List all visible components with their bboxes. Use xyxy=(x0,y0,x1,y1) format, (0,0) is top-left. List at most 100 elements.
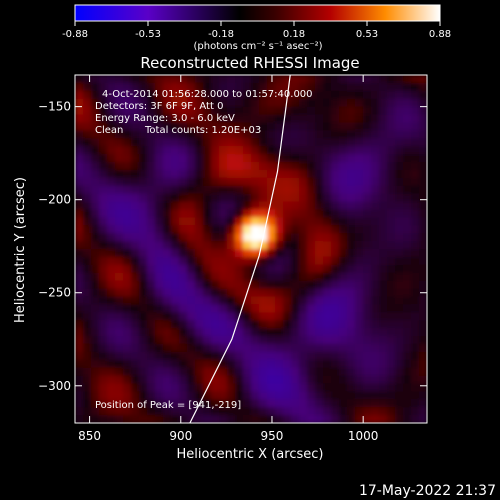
heatmap-cell xyxy=(363,415,372,423)
heatmap-cell xyxy=(419,225,427,234)
heatmap-cell xyxy=(123,177,132,187)
heatmap-cell xyxy=(259,90,268,100)
heatmap-cell xyxy=(355,375,364,385)
heatmap-cell xyxy=(171,304,180,313)
heatmap-cell xyxy=(299,154,308,163)
heatmap-cell xyxy=(107,185,116,195)
heatmap-cell xyxy=(107,162,116,171)
heatmap-cell xyxy=(323,264,332,274)
heatmap-cell xyxy=(99,280,108,290)
heatmap-cell xyxy=(339,256,348,266)
heatmap-cell xyxy=(155,336,164,345)
heatmap-cell xyxy=(267,280,276,290)
heatmap-cell xyxy=(363,249,372,258)
heatmap-cell xyxy=(291,343,300,353)
heatmap-cell xyxy=(123,90,132,100)
heatmap-cell xyxy=(235,106,244,116)
heatmap-cell xyxy=(307,312,316,321)
heatmap-cell xyxy=(179,336,188,345)
heatmap-cell xyxy=(259,264,268,274)
heatmap-cell xyxy=(155,249,164,258)
heatmap-cell xyxy=(155,98,164,108)
heatmap-cell xyxy=(187,304,196,313)
heatmap-cell xyxy=(307,359,316,369)
heatmap-cell xyxy=(139,106,148,116)
heatmap-cell xyxy=(419,122,427,131)
heatmap-cell xyxy=(363,375,372,385)
heatmap-cell xyxy=(227,328,236,337)
heatmap-cell xyxy=(83,241,92,250)
heatmap-cell xyxy=(403,185,412,195)
annotation-time: 4-Oct-2014 01:56:28.000 to 01:57:40.000 xyxy=(102,89,313,100)
heatmap-cell xyxy=(403,375,412,385)
heatmap-cell xyxy=(331,122,340,131)
heatmap-cell xyxy=(75,146,84,155)
heatmap-cell xyxy=(107,399,116,408)
heatmap-cell xyxy=(411,407,420,416)
heatmap-cell xyxy=(411,225,420,234)
colorbar xyxy=(74,4,441,22)
heatmap-cell xyxy=(291,162,300,171)
heatmap-cell xyxy=(195,415,204,423)
heatmap-cell xyxy=(139,193,148,203)
heatmap-cell xyxy=(419,256,427,266)
heatmap-cell xyxy=(371,122,380,131)
heatmap-cell xyxy=(323,185,332,195)
heatmap-cell xyxy=(411,320,420,329)
heatmap-cell xyxy=(195,367,204,377)
heatmap-cell xyxy=(403,272,412,282)
heatmap-cell xyxy=(339,98,348,108)
heatmap-cell xyxy=(195,312,204,321)
heatmap-cell xyxy=(315,407,324,416)
heatmap-cell xyxy=(203,122,212,131)
heatmap-cell xyxy=(347,264,356,274)
heatmap-cell xyxy=(131,241,140,250)
heatmap-cell xyxy=(211,304,220,313)
heatmap-cell xyxy=(323,367,332,377)
heatmap-cell xyxy=(155,162,164,171)
heatmap-cell xyxy=(315,82,324,92)
heatmap-cell xyxy=(155,185,164,195)
heatmap-cell xyxy=(411,328,420,337)
heatmap-cell xyxy=(99,288,108,298)
heatmap-cell xyxy=(227,391,236,400)
heatmap-cell xyxy=(251,359,260,369)
heatmap-cell xyxy=(179,169,188,179)
heatmap-cell xyxy=(243,367,252,377)
heatmap-cell xyxy=(179,367,188,377)
heatmap-cell xyxy=(403,249,412,258)
heatmap-cell xyxy=(299,82,308,92)
heatmap-cell xyxy=(219,249,228,258)
heatmap-cell xyxy=(387,343,396,353)
heatmap-cell xyxy=(371,272,380,282)
heatmap-cell xyxy=(75,336,84,345)
heatmap-cell xyxy=(219,304,228,313)
heatmap-cell xyxy=(331,343,340,353)
heatmap-cell xyxy=(147,106,156,116)
heatmap-cell xyxy=(299,130,308,139)
heatmap-cell xyxy=(83,272,92,282)
y-tick-label: −250 xyxy=(38,286,71,300)
heatmap-cell xyxy=(219,320,228,329)
heatmap-cell xyxy=(195,241,204,250)
heatmap-cell xyxy=(155,272,164,282)
heatmap-cell xyxy=(251,304,260,313)
heatmap-cell xyxy=(395,146,404,155)
heatmap-cell xyxy=(179,415,188,423)
heatmap-cell xyxy=(307,169,316,179)
heatmap-cell xyxy=(315,217,324,226)
heatmap-cell xyxy=(147,146,156,155)
heatmap-cell xyxy=(243,320,252,329)
heatmap-cell xyxy=(123,312,132,321)
heatmap-cell xyxy=(371,90,380,100)
heatmap-cell xyxy=(83,304,92,313)
heatmap-cell xyxy=(251,383,260,392)
heatmap-cell xyxy=(347,399,356,408)
heatmap-cell xyxy=(259,217,268,226)
heatmap-cell xyxy=(211,138,220,147)
heatmap-cell xyxy=(267,154,276,163)
heatmap-cell xyxy=(299,225,308,234)
heatmap-cell xyxy=(163,328,172,337)
heatmap-cell xyxy=(131,367,140,377)
heatmap-cell xyxy=(267,320,276,329)
